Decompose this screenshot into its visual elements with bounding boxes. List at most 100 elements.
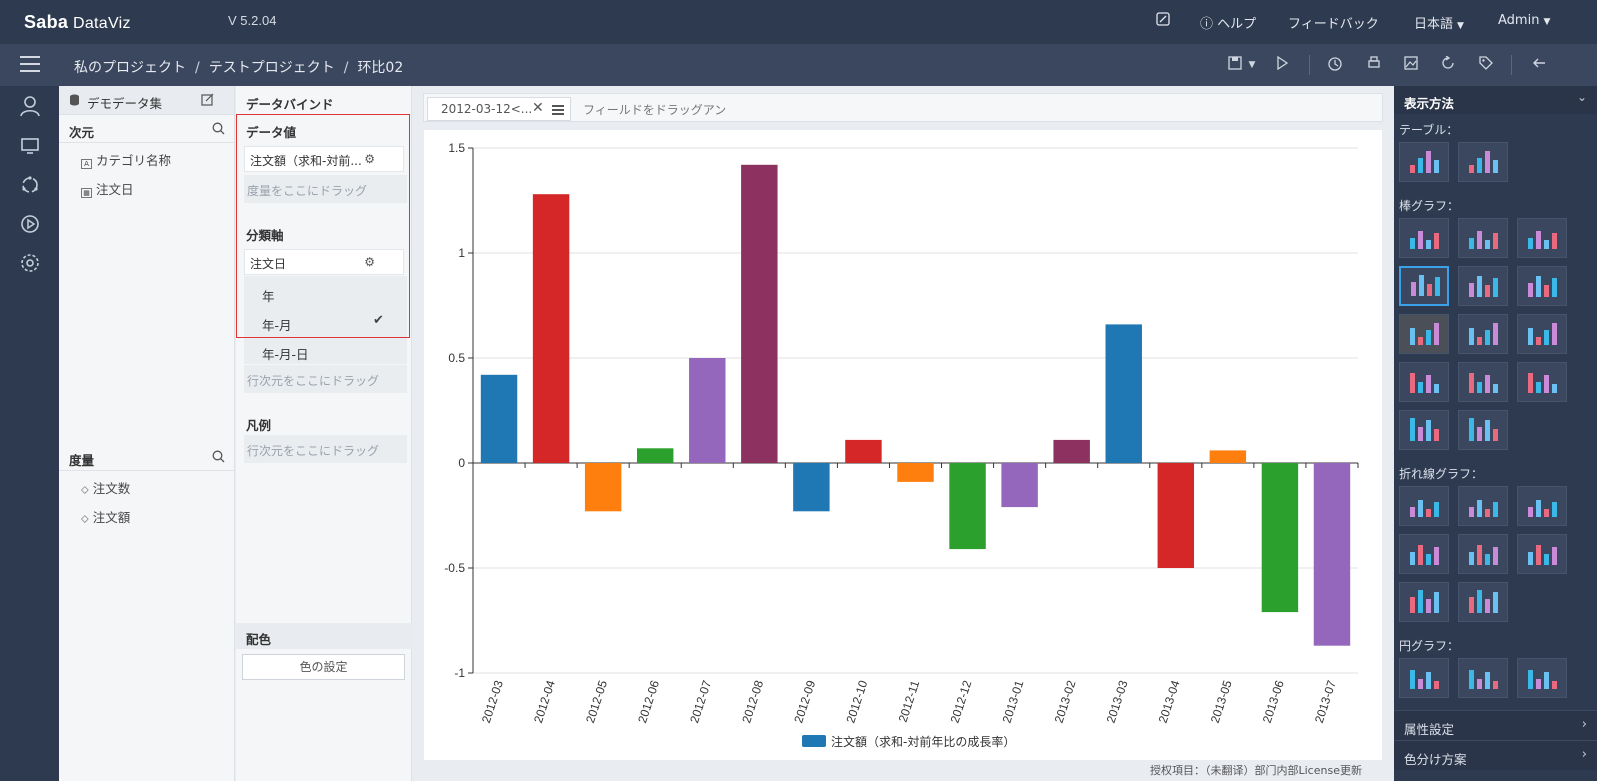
binding-title: データバインド xyxy=(246,97,334,112)
chart-type-thumbnail[interactable] xyxy=(1399,362,1449,402)
calendar-icon: ▦ xyxy=(81,188,92,198)
chart-type-thumbnail[interactable] xyxy=(1458,534,1508,574)
gear-icon[interactable]: ⚙ xyxy=(364,255,375,269)
chart-type-thumbnail[interactable] xyxy=(1399,314,1449,354)
measure-field[interactable]: ⬦ 注文数 xyxy=(81,481,131,496)
help-link[interactable]: ⓘ ヘルプ xyxy=(1200,17,1257,32)
chart-type-thumbnail[interactable] xyxy=(1458,218,1508,258)
search-icon[interactable] xyxy=(212,122,225,138)
chart-type-thumbnail[interactable] xyxy=(1458,658,1508,698)
chart-type-thumbnail[interactable] xyxy=(1399,142,1449,182)
axis-drop-zone[interactable]: 行次元をここにドラッグ xyxy=(244,365,407,393)
bar xyxy=(793,463,830,512)
axis-option-year-month-day[interactable]: 年-月-日 xyxy=(262,347,309,362)
attribute-settings-section[interactable]: 属性設定 › xyxy=(1394,710,1597,740)
display-method-header[interactable]: 表示方法 ⌄ xyxy=(1394,86,1597,114)
x-tick-label: 2013-03 xyxy=(1104,678,1131,725)
user-icon[interactable] xyxy=(19,95,41,117)
chart-type-thumbnail[interactable] xyxy=(1517,486,1567,526)
axis-field-chip[interactable]: 注文日 ⚙ xyxy=(244,249,404,275)
axis-option-year-month[interactable]: 年-月 xyxy=(262,318,292,333)
x-tick-label: 2012-09 xyxy=(791,678,818,725)
chart-type-thumbnail[interactable] xyxy=(1399,218,1449,258)
dataset-title[interactable]: デモデータ集 xyxy=(87,96,163,111)
color-scheme-section[interactable]: 色分け方案 › xyxy=(1394,740,1597,770)
chart-type-thumbnail[interactable] xyxy=(1517,218,1567,258)
x-tick-label: 2013-02 xyxy=(1052,678,1079,725)
edit-dataset-icon[interactable] xyxy=(201,93,214,109)
group-label-table: テーブル： xyxy=(1399,123,1459,137)
settings-gear-icon[interactable] xyxy=(19,252,41,274)
list-menu-icon[interactable] xyxy=(552,105,564,115)
sync-icon[interactable] xyxy=(19,174,41,196)
tag-icon[interactable] xyxy=(1477,56,1495,74)
run-icon[interactable] xyxy=(1273,55,1291,74)
save-dropdown-icon[interactable]: ▼ xyxy=(1248,60,1256,70)
history-icon[interactable] xyxy=(1326,56,1344,74)
x-tick-label: 2012-05 xyxy=(583,678,610,725)
chart-type-thumbnail[interactable] xyxy=(1399,582,1449,622)
color-settings-button[interactable]: 色の設定 xyxy=(242,654,405,680)
value-drop-zone[interactable]: 度量をここにドラッグ xyxy=(244,175,407,203)
chart-type-thumbnail[interactable] xyxy=(1458,314,1508,354)
breadcrumb-item[interactable]: 私のプロジェクト xyxy=(74,60,186,76)
refresh-icon[interactable] xyxy=(1439,55,1457,74)
chart-type-thumbnail[interactable] xyxy=(1399,266,1449,306)
user-menu[interactable]: Admin ▼ xyxy=(1498,13,1551,28)
legend-section-label: 凡例 xyxy=(246,418,272,433)
measure-field[interactable]: ⬦ 注文額 xyxy=(81,510,131,525)
text-field-icon: A xyxy=(81,159,92,169)
chart-type-thumbnail[interactable] xyxy=(1458,582,1508,622)
breadcrumb-item[interactable]: テストプロジェクト xyxy=(208,60,335,76)
chart-type-thumbnail[interactable] xyxy=(1458,142,1508,182)
chart-type-thumbnail[interactable] xyxy=(1517,658,1567,698)
close-icon[interactable]: ✕ xyxy=(532,100,544,116)
chart-type-thumbnail[interactable] xyxy=(1517,362,1567,402)
chart-type-thumbnail[interactable] xyxy=(1517,534,1567,574)
filter-drop-hint[interactable]: フィールドをドラッグアン xyxy=(583,103,727,117)
save-icon[interactable] xyxy=(1226,56,1244,74)
dataset-panel: デモデータ集 次元 A カテゴリ名称 ▦ 注文日 度量 ⬦ 注文数 ⬦ 注文額 xyxy=(59,86,235,781)
chart-type-thumbnail[interactable] xyxy=(1517,266,1567,306)
chart-type-thumbnail[interactable] xyxy=(1399,658,1449,698)
axis-option-year[interactable]: 年 xyxy=(262,289,275,304)
language-dropdown[interactable]: 日本語 ▼ xyxy=(1414,17,1464,32)
top-bar: Saba DataViz V 5.2.04 ⓘ ヘルプ フィードバック 日本語 ▼… xyxy=(0,0,1597,44)
value-field-chip[interactable]: 注文額（求和-対前... ⚙ xyxy=(244,146,404,172)
chart-type-thumbnail[interactable] xyxy=(1458,266,1508,306)
caret-down-icon: ▼ xyxy=(1457,21,1464,31)
license-status: 授权項目：（未翻译）部门内部License更新 xyxy=(1150,764,1362,777)
chart-type-thumbnail[interactable] xyxy=(1517,314,1567,354)
gear-icon[interactable]: ⚙ xyxy=(364,152,375,166)
chart-type-thumbnail[interactable] xyxy=(1458,362,1508,402)
bar xyxy=(1313,463,1351,646)
filter-bar: 2012-03-12<... ✕ フィールドをドラッグアン xyxy=(423,93,1383,122)
chart-type-thumbnail[interactable] xyxy=(1458,410,1508,450)
monitor-icon[interactable] xyxy=(19,135,41,157)
print-icon[interactable] xyxy=(1365,56,1383,74)
x-tick-label: 2012-10 xyxy=(843,678,870,725)
app-version: V 5.2.04 xyxy=(228,13,277,28)
feedback-link[interactable]: フィードバック xyxy=(1288,17,1379,32)
image-icon[interactable] xyxy=(1402,56,1420,74)
bar xyxy=(480,374,518,463)
chart-type-thumbnail[interactable] xyxy=(1399,534,1449,574)
search-icon[interactable] xyxy=(212,450,225,466)
dimension-field[interactable]: ▦ 注文日 xyxy=(81,179,134,198)
app-logo[interactable]: Saba DataViz xyxy=(24,12,131,32)
chart-type-thumbnail[interactable] xyxy=(1399,410,1449,450)
bar xyxy=(949,463,986,550)
edit-icon[interactable] xyxy=(1156,12,1170,30)
chart-type-thumbnail[interactable] xyxy=(1399,486,1449,526)
dimension-field[interactable]: A カテゴリ名称 xyxy=(81,150,171,169)
legend-label: 注文額（求和-対前年比の成長率） xyxy=(831,734,1015,749)
back-arrow-icon[interactable] xyxy=(1530,56,1548,74)
bar xyxy=(532,194,570,463)
filter-chip[interactable]: 2012-03-12<... ✕ xyxy=(427,97,571,121)
chart-type-thumbnail[interactable] xyxy=(1458,486,1508,526)
menu-toggle-icon[interactable] xyxy=(20,56,40,74)
play-circle-icon[interactable] xyxy=(19,213,41,235)
bar-chart: 1.5 1 0.5 0 -0.5 -1 2012-03 2012-04 2012-05 2012-… xyxy=(444,141,1359,749)
legend-drop-zone[interactable]: 行次元をここにドラッグ xyxy=(244,435,407,463)
legend-swatch xyxy=(802,735,826,747)
